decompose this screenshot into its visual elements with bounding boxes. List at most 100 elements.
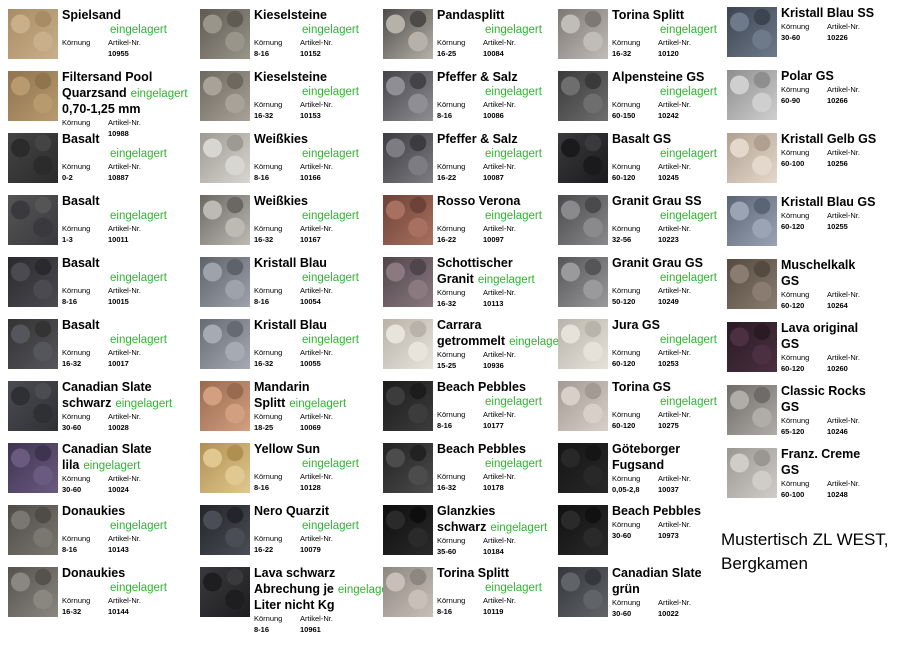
stock-status: eingelagert (110, 334, 167, 346)
grain-label: Körnung (254, 472, 283, 481)
grain-label: Körnung (62, 348, 91, 357)
grain-label: Körnung (254, 224, 283, 233)
product-name: Classic Rocks (781, 383, 904, 399)
product-image (200, 505, 250, 555)
label-row: Körnung Artikel-Nr. (254, 411, 384, 422)
label-row: Körnung Artikel-Nr. (62, 161, 192, 172)
value-row: 60-120 10264 (781, 300, 904, 311)
article-value: 10011 (108, 235, 129, 244)
product-name-line: Basalt (62, 194, 100, 208)
value-row: 0-2 10887 (62, 172, 192, 183)
article-value: 10143 (108, 545, 129, 554)
grain-label: Körnung (62, 118, 91, 127)
article-value: 10069 (300, 423, 321, 432)
value-row: 60-120 10275 (612, 420, 742, 431)
product-image (558, 9, 608, 59)
article-label: Artikel-Nr. (658, 520, 691, 529)
value-row: 18-25 10069 (254, 422, 384, 433)
product-image (200, 9, 250, 59)
product-name-line: Torina GS (612, 380, 671, 394)
product-name: Basalt (62, 255, 192, 271)
grain-value: 60-90 (781, 96, 801, 105)
product-info: Yellow Sun eingelagert Körnung Artikel-Nr. 8… (254, 441, 384, 493)
article-value: 10087 (483, 173, 504, 182)
product-image (383, 505, 433, 555)
product-image (8, 567, 58, 617)
product-name-line: Kristall Blau (254, 318, 327, 332)
article-label: Artikel-Nr. (108, 162, 141, 171)
grain-label: Körnung (62, 412, 91, 421)
value-row: 10955 (62, 48, 192, 59)
product-info: Pandasplitt eingelagert Körnung Artikel-Nr.… (437, 7, 567, 59)
product-info: Beach Pebbles eingelagert Körnung Artikel-N… (437, 441, 567, 493)
product-info: Torina Splitt eingelagert Körnung Artikel-N… (612, 7, 742, 59)
product-name-line: Schottischer (437, 256, 513, 270)
article-value: 10242 (658, 111, 679, 120)
value-row: 8-16 10015 (62, 296, 192, 307)
product-name: Abrechung je eingelagert (254, 581, 395, 597)
product-name: Torina Splitt (437, 565, 567, 581)
product-name-line: Basalt (62, 256, 100, 270)
product-image (383, 9, 433, 59)
value-row: 16-22 10097 (437, 234, 567, 245)
product-name-line: Kristall Blau (254, 256, 327, 270)
product-image (558, 133, 608, 183)
product-name-line: Basalt (62, 318, 100, 332)
product-image (200, 71, 250, 121)
product-name: Muschelkalk (781, 257, 904, 273)
grain-value: 60-100 (781, 490, 805, 499)
product-name: Canadian Slate (62, 441, 192, 457)
grain-value: 60-150 (612, 111, 636, 120)
product-info: Donaukies eingelagert Körnung Artikel-Nr. 16… (62, 565, 192, 617)
product-image (558, 567, 608, 617)
product-image (558, 319, 608, 369)
product-name: GS (781, 462, 904, 478)
label-row: Körnung Artikel-Nr. (437, 471, 567, 482)
grain-value: 60-120 (612, 359, 636, 368)
product-name-line: schwarz (437, 520, 487, 534)
product-name-line: Basalt (62, 132, 100, 146)
product-name: Glanzkies (437, 503, 567, 519)
label-row: Körnung Artikel-Nr. (612, 99, 742, 110)
grain-label: Körnung (62, 474, 91, 483)
stock-status: eingelagert (110, 210, 167, 222)
article-label: Artikel-Nr. (483, 100, 516, 109)
grain-value: 32-56 (612, 235, 632, 244)
grain-value: 60-120 (781, 301, 805, 310)
product-info: Canadian Slate lila eingelagert Körnung Arti… (62, 441, 192, 495)
product-name-line: Nero Quarzit (254, 504, 330, 518)
stock-status: eingelagert (485, 210, 542, 222)
stock-status: eingelagert (485, 148, 542, 160)
value-row: 32-56 10223 (612, 234, 742, 245)
product-info: Granit Grau SS eingelagert Körnung Artikel-… (612, 193, 742, 245)
product-info: Polar GS Körnung Artikel-Nr. 60-90 10266 (781, 68, 904, 106)
article-label: Artikel-Nr. (300, 286, 333, 295)
label-row: Körnung Artikel-Nr. (612, 37, 742, 48)
grain-value: 60-120 (612, 173, 636, 182)
product-info: Canadian Slate grün Körnung Artikel-Nr. 30-6… (612, 565, 742, 619)
product-name-line: Classic Rocks (781, 384, 866, 398)
article-label: Artikel-Nr. (300, 38, 333, 47)
label-row: Körnung Artikel-Nr. (254, 613, 384, 624)
grain-label: Körnung (437, 596, 466, 605)
product-info: Göteborger Fugsand Körnung Artikel-Nr. 0,05-… (612, 441, 742, 495)
grain-label: Körnung (254, 412, 283, 421)
value-row: 60-120 10255 (781, 221, 904, 232)
stock-status: eingelagert (660, 334, 717, 346)
product-name-line: Pandasplitt (437, 8, 505, 22)
stock-status: eingelagert (83, 460, 141, 472)
grain-label: Körnung (612, 598, 641, 607)
product-image (200, 195, 250, 245)
label-row: Körnung Artikel-Nr. (437, 99, 567, 110)
footer-line: Mustertisch ZL WEST, (721, 530, 889, 549)
label-row: Körnung Artikel-Nr. (254, 223, 384, 234)
article-value: 10973 (658, 531, 679, 540)
label-row: Körnung Artikel-Nr. (62, 117, 192, 128)
product-name: Schottischer (437, 255, 567, 271)
value-row: 16-22 10079 (254, 544, 384, 555)
article-label: Artikel-Nr. (300, 614, 333, 623)
article-value: 10113 (483, 299, 504, 308)
grain-value: 8-16 (254, 297, 270, 306)
article-label: Artikel-Nr. (300, 412, 333, 421)
product-name-line: Canadian Slate (62, 442, 152, 456)
